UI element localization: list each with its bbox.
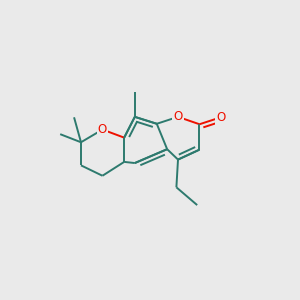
- Text: O: O: [216, 111, 225, 124]
- Text: O: O: [98, 123, 107, 136]
- Text: O: O: [173, 110, 183, 123]
